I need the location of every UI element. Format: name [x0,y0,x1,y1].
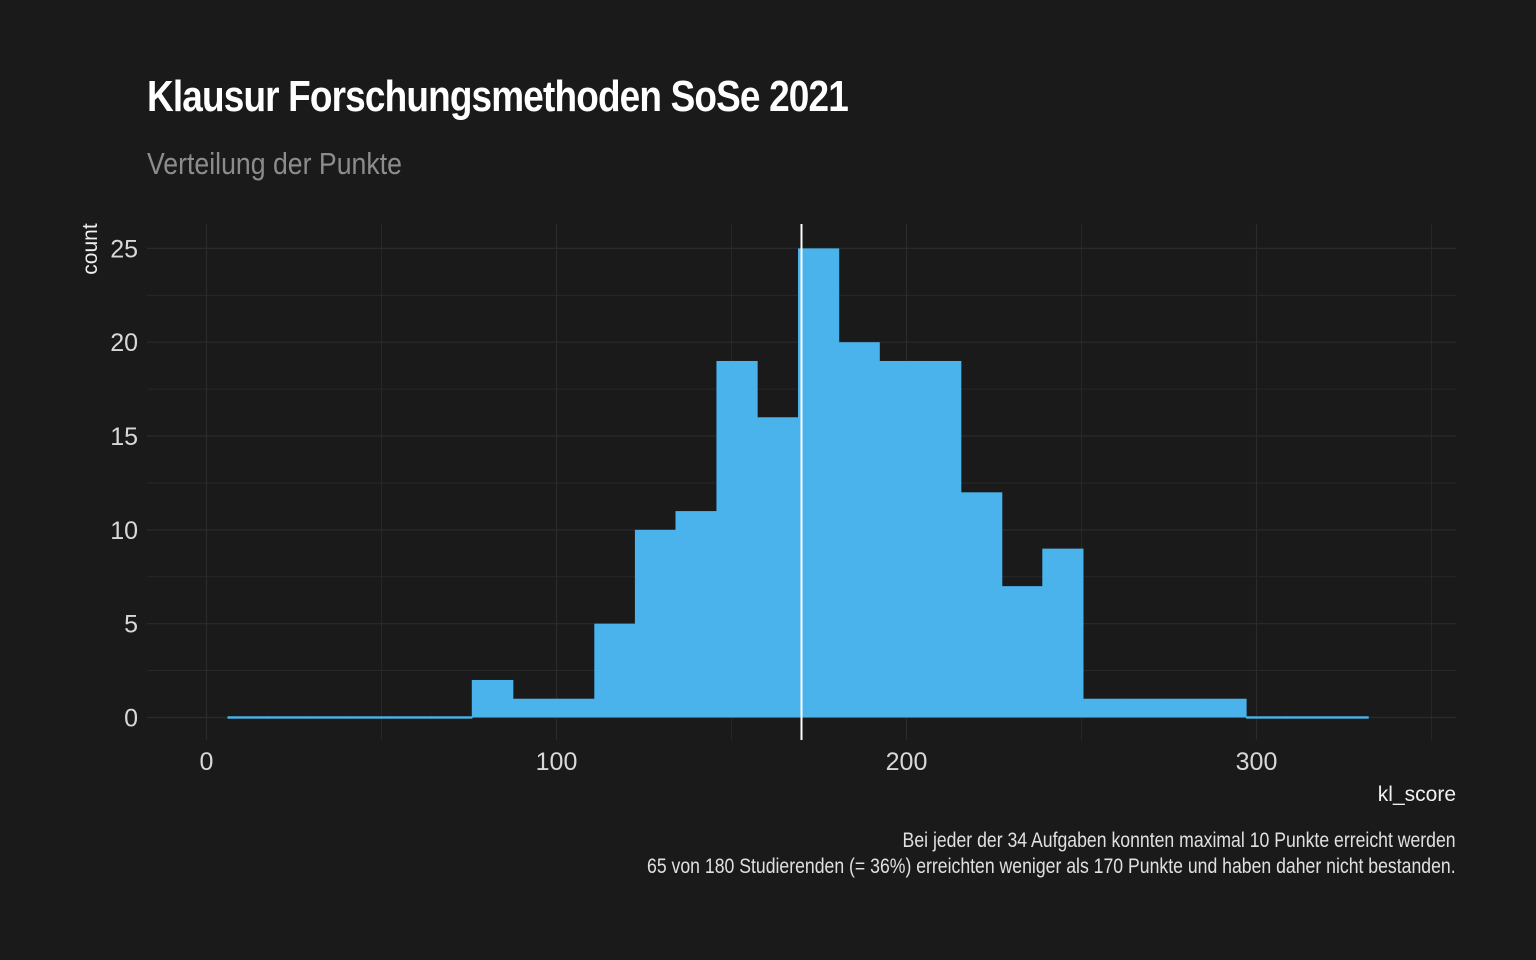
histogram-bar [1123,698,1166,718]
x-tick-label: 0 [200,748,214,776]
histogram-bar [920,360,962,718]
histogram-bar [349,716,392,719]
y-tick-label: 25 [110,235,138,263]
bars-layer [227,248,1369,719]
histogram-bar [431,716,473,719]
y-tick-label: 10 [110,517,138,545]
histogram-bar [634,529,677,718]
y-tick-label: 15 [110,423,138,451]
x-tick-label: 200 [886,748,928,776]
tick-labels-layer: 0 100 200 300 0 5 10 15 20 25 [110,235,1277,776]
histogram-bar [757,417,799,718]
histogram-bar [675,511,718,718]
histogram-bar [1205,698,1247,718]
histogram-bar [838,342,880,718]
caption-line-2: 65 von 180 Studierenden (= 36%) erreicht… [647,855,1456,878]
histogram-bar [716,360,758,718]
histogram-bar [268,716,310,719]
y-tick-label: 0 [124,704,138,732]
chart-caption: Bei jeder der 34 Aufgaben konnten maxima… [647,828,1456,880]
histogram-bar [512,698,554,718]
histogram-bar [471,679,514,718]
histogram-bar [390,716,432,719]
y-tick-label: 5 [124,611,138,639]
x-tick-label: 100 [536,748,578,776]
chart-subtitle: Verteilung der Punkte [147,146,402,181]
histogram-bar [594,623,636,718]
histogram-bar [1246,716,1288,719]
histogram-bar [798,248,840,718]
caption-line-1: Bei jeder der 34 Aufgaben konnten maxima… [902,829,1456,852]
histogram-bar [1082,698,1125,718]
histogram-bar [1001,586,1043,718]
histogram-bar [879,360,921,718]
histogram-bar [227,716,269,719]
y-tick-label: 20 [110,329,138,357]
histogram-bar [553,698,595,718]
x-axis-title: kl_score [1378,783,1456,806]
histogram-bar [1327,716,1369,719]
histogram-bar [309,716,351,719]
chart-title: Klausur Forschungsmethoden SoSe 2021 [147,72,849,121]
histogram-bar [1286,716,1329,719]
y-axis-title: count [79,223,102,275]
histogram-bar [1042,548,1084,718]
histogram-bar [1164,698,1206,718]
histogram-bar [960,492,1003,718]
x-tick-label: 300 [1236,748,1278,776]
